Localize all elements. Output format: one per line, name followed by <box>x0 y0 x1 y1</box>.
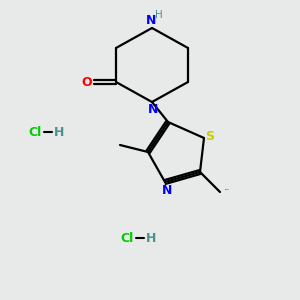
Text: H: H <box>146 232 156 244</box>
Text: N: N <box>148 103 158 116</box>
Text: Cl: Cl <box>28 125 41 139</box>
Text: methyl: methyl <box>225 188 230 190</box>
Text: H: H <box>54 125 64 139</box>
Text: S: S <box>206 130 214 143</box>
Text: H: H <box>155 10 163 20</box>
Text: N: N <box>146 14 156 27</box>
Text: Cl: Cl <box>120 232 133 244</box>
Text: O: O <box>82 76 92 88</box>
Text: N: N <box>162 184 172 197</box>
